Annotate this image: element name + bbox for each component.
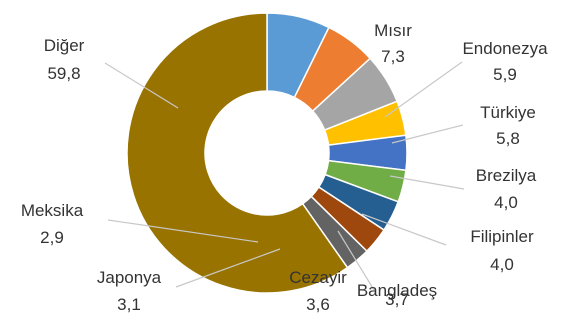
leader-line-Türkiye: [391, 124, 464, 144]
leader-line-Brezilya: [389, 175, 465, 190]
leader-line-Diğer: [104, 62, 179, 109]
category-label: Brezilya: [476, 166, 537, 185]
value-label: 5,9: [493, 65, 517, 84]
category-label: Japonya: [97, 268, 162, 287]
slice-Diğer: [126, 12, 349, 294]
category-label: Endonezya: [462, 39, 548, 58]
leader-line-Bangladeş: [337, 230, 375, 291]
category-label: Bangladeş: [357, 281, 437, 300]
value-label: 3,7: [385, 290, 409, 309]
category-label: Cezayir: [289, 268, 347, 287]
leader-line-Meksika: [107, 219, 259, 243]
value-label: 3,1: [117, 295, 141, 314]
category-label: Meksika: [21, 201, 84, 220]
leader-line-Filipinler: [361, 213, 447, 246]
value-label: 7,3: [381, 47, 405, 66]
category-label: Mısır: [374, 21, 412, 40]
value-label: 4,0: [490, 255, 514, 274]
value-label: 59,8: [47, 64, 80, 83]
category-label: Diğer: [44, 36, 85, 55]
value-label: 2,9: [40, 228, 64, 247]
category-label: Filipinler: [470, 227, 534, 246]
leader-line-Endonezya: [384, 61, 463, 118]
value-label: 3,6: [306, 295, 330, 314]
leader-line-Japonya: [175, 248, 281, 288]
value-label: 5,8: [496, 129, 520, 148]
category-label: Türkiye: [480, 103, 536, 122]
value-label: 4,0: [494, 193, 518, 212]
